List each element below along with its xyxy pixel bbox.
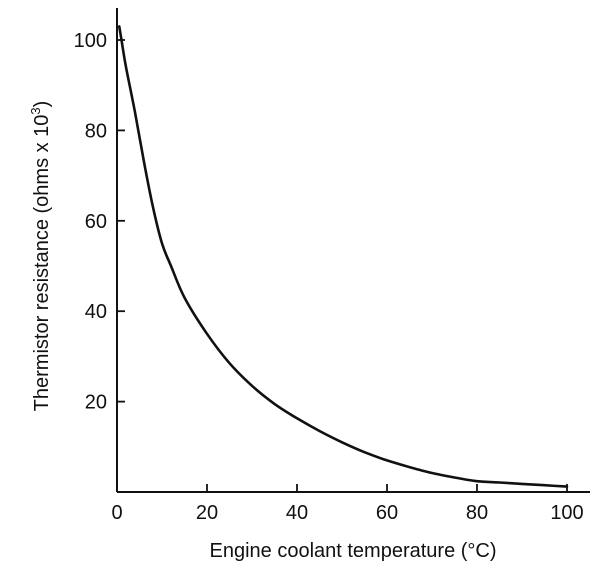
- y-tick-label: 100: [74, 30, 107, 52]
- x-tick-label: 100: [550, 502, 583, 524]
- y-axis-title-close: ): [31, 101, 53, 108]
- y-axis-title-sup: 3: [28, 107, 43, 114]
- y-tick-label: 20: [85, 392, 107, 414]
- x-tick-label: 40: [286, 502, 308, 524]
- y-tick-label: 40: [85, 301, 107, 323]
- series-line: [118, 25, 569, 488]
- y-ticks: 20 40 60 80 100: [74, 30, 125, 414]
- y-axis-title: Thermistor resistance (ohms x 103): [28, 101, 53, 412]
- x-tick-label: 80: [466, 502, 488, 524]
- y-tick-label: 60: [85, 211, 107, 233]
- x-tick-label: 60: [376, 502, 398, 524]
- x-tick-label: 0: [111, 502, 122, 524]
- x-tick-label: 20: [196, 502, 218, 524]
- x-ticks: 0 20 40 60 80 100: [111, 484, 584, 524]
- y-axis-title-main: Thermistor resistance (ohms x 10: [31, 115, 53, 412]
- x-axis-title: Engine coolant temperature (°C): [209, 540, 496, 562]
- y-tick-label: 80: [85, 120, 107, 142]
